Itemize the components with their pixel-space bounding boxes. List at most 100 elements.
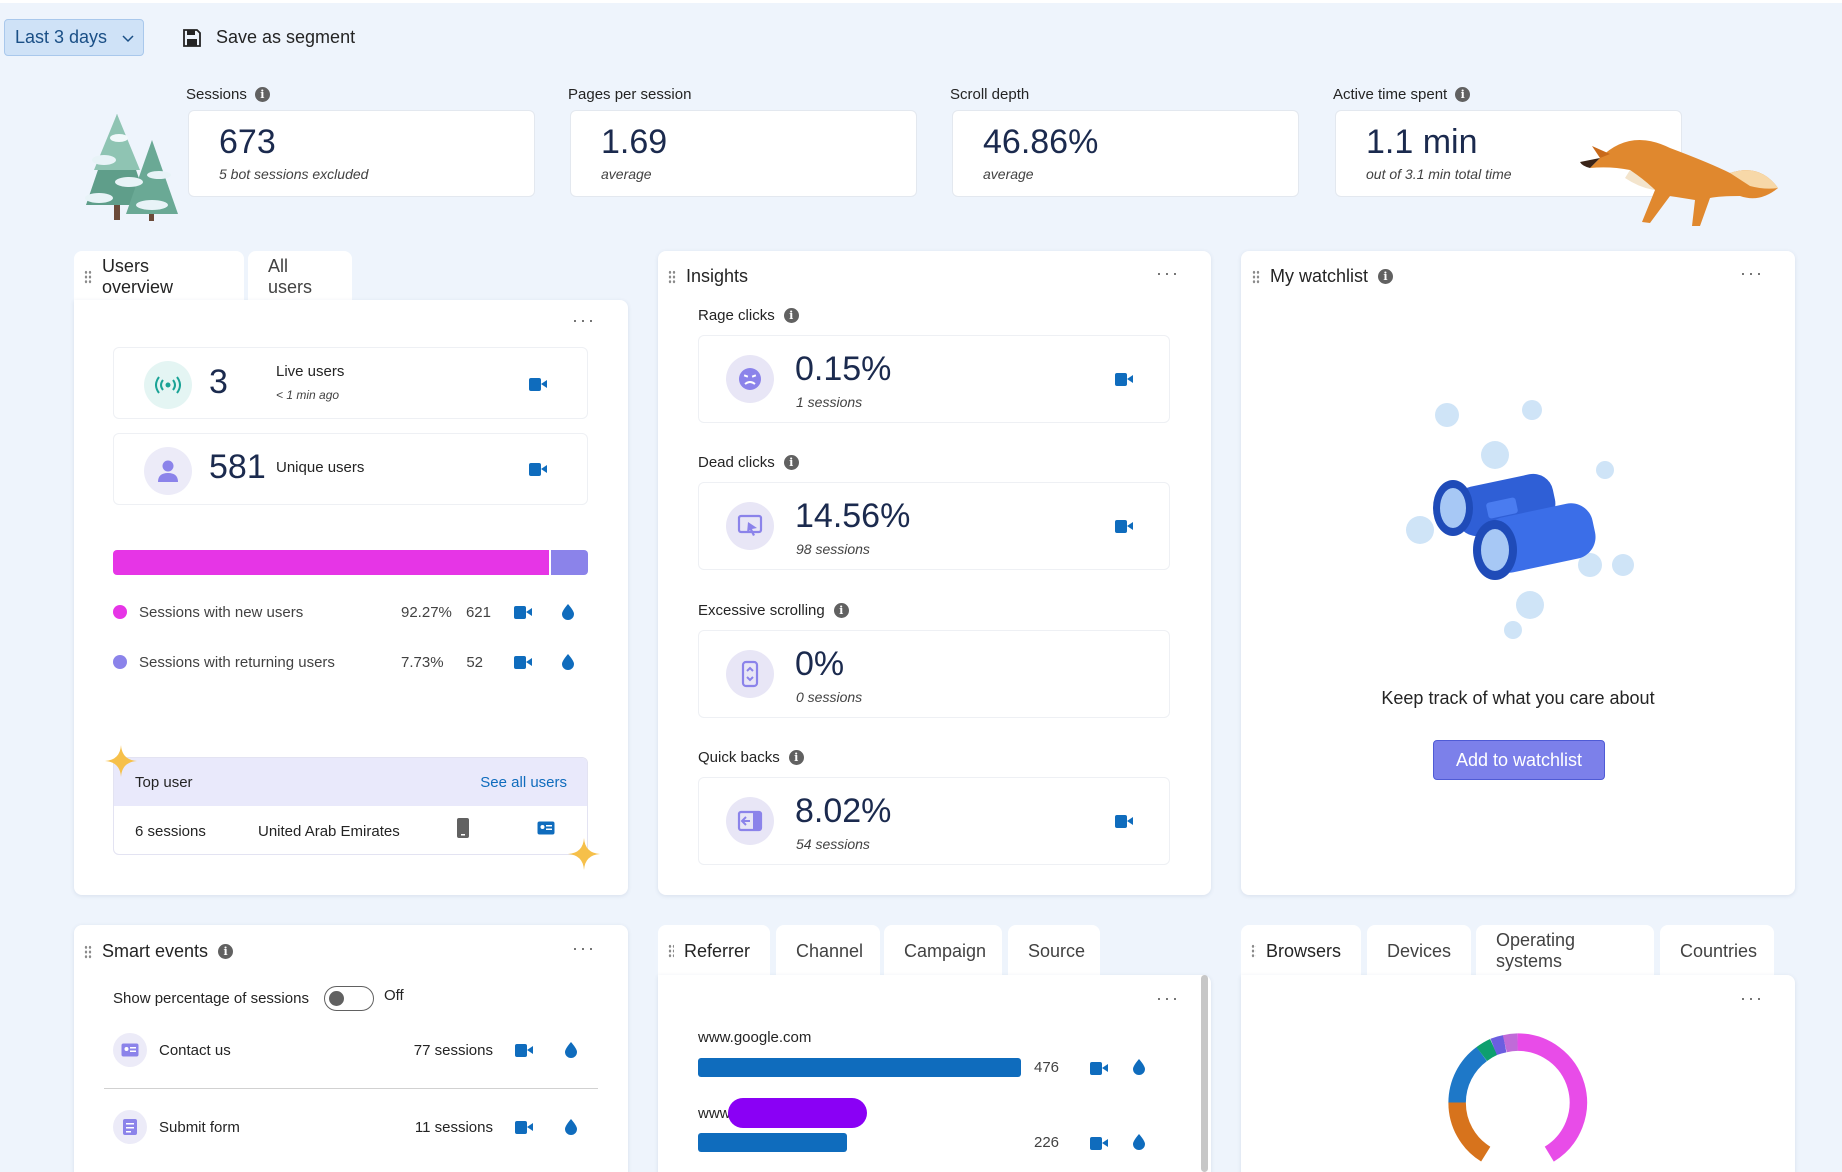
- recordings-icon[interactable]: [514, 655, 532, 669]
- tab-label: Source: [1028, 940, 1086, 961]
- info-icon[interactable]: i: [783, 455, 799, 470]
- fox-illustration: [1580, 140, 1778, 226]
- smart-events-title: Smart events: [102, 941, 209, 961]
- info-icon[interactable]: i: [788, 750, 804, 765]
- drag-handle-icon[interactable]: [84, 944, 92, 959]
- more-options-icon[interactable]: ···: [572, 938, 596, 958]
- recordings-icon[interactable]: [1090, 1137, 1108, 1150]
- referrer-label: www.google.com: [698, 1029, 812, 1046]
- info-icon[interactable]: i: [783, 308, 799, 323]
- referrer-bar[interactable]: [698, 1058, 1021, 1077]
- percentage-toggle-switch[interactable]: [323, 986, 374, 1011]
- recordings-icon[interactable]: [515, 1120, 533, 1134]
- more-options-icon[interactable]: ···: [1740, 263, 1764, 283]
- insight-label-text: Dead clicks: [698, 454, 775, 471]
- referrer-value: 226: [1034, 1134, 1060, 1151]
- referrer-bar[interactable]: [698, 1133, 847, 1152]
- excessive-scrolling-card[interactable]: 0% 0 sessions: [698, 630, 1170, 718]
- recordings-icon[interactable]: [1115, 815, 1133, 828]
- user-card-icon[interactable]: [537, 821, 555, 835]
- kpi-label-text: Pages per session: [568, 86, 692, 103]
- tab-source[interactable]: Source: [1008, 925, 1100, 977]
- heatmap-icon[interactable]: [565, 1119, 577, 1135]
- new-vs-returning-bar: [113, 550, 588, 575]
- insight-sessions: 54 sessions: [796, 836, 870, 852]
- tab-label: All users: [268, 256, 313, 297]
- tab-browsers[interactable]: Browsers: [1241, 925, 1361, 977]
- donut-segment[interactable]: [1517, 1033, 1588, 1162]
- info-icon[interactable]: i: [218, 944, 234, 959]
- donut-segment[interactable]: [1476, 1038, 1498, 1062]
- drag-handle-icon[interactable]: [1252, 269, 1260, 284]
- rage-clicks-card[interactable]: 0.15% 1 sessions: [698, 335, 1170, 423]
- donut-segment[interactable]: [1502, 1033, 1518, 1053]
- back-arrow-icon: [726, 797, 774, 845]
- dead-clicks-card[interactable]: 14.56% 98 sessions: [698, 482, 1170, 570]
- drag-handle-icon[interactable]: [1251, 944, 1256, 958]
- tab-label: Devices: [1387, 940, 1452, 961]
- more-options-icon[interactable]: ···: [1156, 988, 1180, 1008]
- info-icon[interactable]: i: [254, 87, 270, 102]
- scrollbar[interactable]: [1201, 975, 1208, 1172]
- heatmap-icon[interactable]: [562, 654, 574, 670]
- kpi-value: 1.69: [601, 123, 668, 161]
- top-user-country: United Arab Emirates: [258, 822, 400, 840]
- recordings-icon[interactable]: [514, 605, 532, 619]
- recordings-icon[interactable]: [1115, 520, 1133, 533]
- toggle-label: Show percentage of sessions: [113, 990, 309, 1007]
- event-contact-us[interactable]: Contact us 77 sessions: [113, 1030, 598, 1070]
- referrer-label: www: [698, 1105, 731, 1122]
- heatmap-icon[interactable]: [1133, 1059, 1145, 1075]
- see-all-users-link[interactable]: See all users: [480, 773, 567, 791]
- kpi-subtext: 5 bot sessions excluded: [219, 166, 369, 182]
- tab-referrer[interactable]: Referrer: [658, 925, 770, 977]
- recordings-icon[interactable]: [515, 1043, 533, 1057]
- drag-handle-icon[interactable]: [668, 269, 676, 284]
- tab-users-overview[interactable]: Users overview: [74, 251, 244, 303]
- drag-handle-icon[interactable]: [668, 944, 674, 958]
- kpi-label-text: Active time spent: [1333, 86, 1448, 103]
- live-users-label: Live users: [276, 363, 345, 380]
- more-options-icon[interactable]: ···: [1740, 988, 1764, 1008]
- returning-users-bar-segment[interactable]: [551, 550, 588, 575]
- donut-segment[interactable]: [1448, 1102, 1491, 1162]
- date-range-dropdown[interactable]: Last 3 days: [4, 19, 144, 56]
- tab-all-users[interactable]: All users: [248, 251, 352, 303]
- info-icon[interactable]: i: [1378, 269, 1394, 284]
- donut-segment[interactable]: [1448, 1047, 1488, 1103]
- more-options-icon[interactable]: ···: [1156, 263, 1180, 283]
- tab-devices[interactable]: Devices: [1367, 925, 1471, 977]
- redaction-mark: [728, 1098, 867, 1128]
- drag-handle-icon[interactable]: [84, 270, 92, 284]
- new-users-bar-segment[interactable]: [113, 550, 552, 575]
- referrer-value: 476: [1034, 1059, 1060, 1076]
- add-to-watchlist-button[interactable]: Add to watchlist: [1433, 740, 1605, 780]
- save-segment-button[interactable]: Save as segment: [182, 27, 355, 48]
- tab-campaign[interactable]: Campaign: [884, 925, 1002, 977]
- recordings-icon[interactable]: [529, 378, 547, 391]
- recordings-icon[interactable]: [1115, 373, 1133, 386]
- more-options-icon[interactable]: ···: [572, 310, 596, 330]
- heatmap-icon[interactable]: [562, 604, 574, 620]
- kpi-pages-card: 1.69 average: [570, 110, 917, 197]
- legend-label: Sessions with returning users: [139, 653, 335, 671]
- tab-channel[interactable]: Channel: [776, 925, 880, 977]
- info-icon[interactable]: i: [833, 603, 849, 618]
- heatmap-icon[interactable]: [1133, 1134, 1145, 1150]
- recordings-icon[interactable]: [529, 463, 547, 476]
- insight-sessions: 1 sessions: [796, 394, 863, 410]
- legend-percent: 7.73%: [401, 653, 444, 671]
- sparkle-icon: [105, 745, 137, 777]
- info-icon[interactable]: i: [1455, 87, 1471, 102]
- kpi-active-time-label: Active time spent i: [1333, 86, 1471, 103]
- donut-segment[interactable]: [1490, 1035, 1507, 1056]
- recordings-icon[interactable]: [1090, 1062, 1108, 1075]
- event-count: 77 sessions: [413, 1041, 493, 1059]
- event-submit-form[interactable]: Submit form 11 sessions: [113, 1107, 598, 1147]
- heatmap-icon[interactable]: [565, 1042, 577, 1058]
- tab-operating-systems[interactable]: Operating systems: [1476, 925, 1654, 977]
- tab-countries[interactable]: Countries: [1660, 925, 1774, 977]
- insight-value: 14.56%: [795, 497, 911, 535]
- dead-clicks-label: Dead clicks i: [698, 454, 799, 471]
- quick-backs-card[interactable]: 8.02% 54 sessions: [698, 777, 1170, 865]
